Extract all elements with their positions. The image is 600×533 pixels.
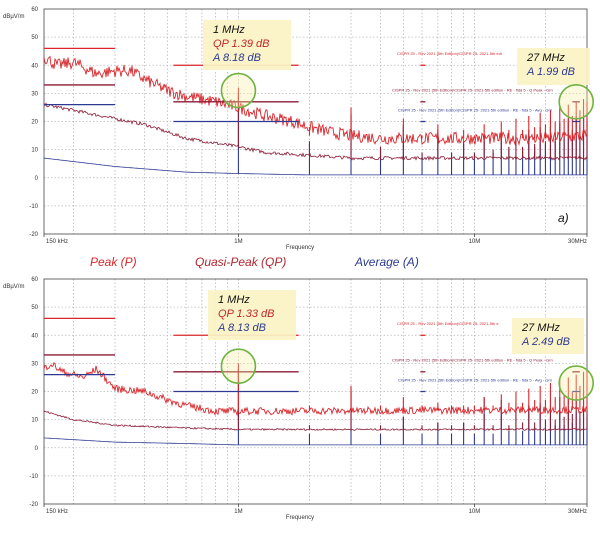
panel-label: a) xyxy=(558,211,569,225)
y-tick-label: 60 xyxy=(31,7,38,13)
x-tick-label: 30MHz xyxy=(568,239,587,245)
trace-quasi-peak xyxy=(43,410,588,432)
x-tick-label: 1M xyxy=(234,509,242,515)
chart-panel-2: 60 50 40 30 20 10 0 -10 -20 dBµV/m 150 kHz 1M 10M 30M… xyxy=(3,277,595,521)
y-tick-label: 10 xyxy=(31,418,38,424)
x-tick-label: 30MHz xyxy=(568,509,587,515)
x-tick-label: 1M xyxy=(234,239,242,245)
y-tick-label: 0 xyxy=(35,446,39,452)
annotation-1mhz: 1 MHz QP 1.39 dB A 8.18 dB xyxy=(203,20,291,70)
x-axis-label: Frequency xyxy=(286,515,314,521)
annotation-text: A 8.18 dB xyxy=(212,52,261,64)
y-tick-label: 60 xyxy=(31,277,38,283)
annotation-1mhz: 1 MHz QP 1.33 dB A 8.13 dB xyxy=(208,290,296,340)
annotation-box xyxy=(512,318,584,354)
x-tick-label: 150 kHz xyxy=(46,239,68,245)
limit-label: CISPR 25 - Rev 2021 (5th Edition)\CISPR … xyxy=(397,321,499,326)
annotation-text: 1 MHz xyxy=(218,294,250,306)
x-tick-label: 150 kHz xyxy=(46,509,68,515)
marker-circle xyxy=(220,72,257,109)
marker-circle xyxy=(558,365,595,401)
trace-peak xyxy=(43,55,588,146)
y-tick-label: 50 xyxy=(31,305,38,311)
marker-circle xyxy=(558,84,595,120)
y-tick-label: 20 xyxy=(31,120,38,126)
annotation-text: 1 MHz xyxy=(213,24,245,36)
y-axis-label: dBµV/m xyxy=(3,14,24,20)
annotation-text: QP 1.33 dB xyxy=(218,308,274,320)
y-tick-label: 10 xyxy=(31,148,38,154)
annotation-text: QP 1.39 dB xyxy=(213,38,269,50)
chart-panel-1: 60 50 40 30 20 10 0 -10 -20 dBµV/m 150 kHz 1M 10M 30M… xyxy=(3,7,595,251)
limit-label: CISPR 25 - Rev 2021 (5th Edition)\CISPR … xyxy=(397,51,502,56)
legend-average: Average (A) xyxy=(354,255,419,269)
annotation-box xyxy=(203,20,291,70)
annotation-box xyxy=(208,290,296,340)
legend-peak: Peak (P) xyxy=(90,255,137,269)
y-axis-label: dBµV/m xyxy=(3,284,24,290)
y-tick-label: 30 xyxy=(31,91,38,97)
y-tick-label: 50 xyxy=(31,35,38,41)
annotation-27mhz: 27 MHz A 1.99 dB xyxy=(517,48,590,85)
annotation-text: A 8.13 dB xyxy=(217,322,266,334)
trace-quasi-peak xyxy=(43,102,588,161)
y-tick-label: 40 xyxy=(31,333,38,339)
y-tick-label: 20 xyxy=(31,390,38,396)
annotation-box xyxy=(517,48,590,85)
annotation-text: 27 MHz xyxy=(521,322,560,334)
annotation-text: A 1.99 dB xyxy=(526,66,575,78)
trace-average xyxy=(43,157,587,176)
limit-label: CISPR 25 - Rev 2021 (5th Edition)\CISPR … xyxy=(398,107,552,112)
trace-peak xyxy=(43,361,588,417)
annotation-text: A 2.49 dB xyxy=(521,336,570,348)
marker-circle xyxy=(220,348,257,384)
y-tick-label: -10 xyxy=(29,204,38,210)
annotation-27mhz: 27 MHz A 2.49 dB xyxy=(512,318,584,354)
x-tick-label: 10M xyxy=(469,509,481,515)
annotation-text: 27 MHz xyxy=(526,52,565,64)
trace-average xyxy=(43,437,587,446)
legend: Peak (P) Quasi-Peak (QP) Average (A) xyxy=(90,255,419,269)
y-tick-label: 0 xyxy=(35,176,39,182)
y-tick-label: 30 xyxy=(31,361,38,367)
limit-label: CISPR 25 - Rev 2021 (5th Edition)\CISPR … xyxy=(392,88,553,93)
y-tick-label: 40 xyxy=(31,63,38,69)
y-tick-label: -20 xyxy=(29,232,38,238)
y-tick-label: -20 xyxy=(29,502,38,508)
y-tick-label: -10 xyxy=(29,474,38,480)
x-axis-label: Frequency xyxy=(286,245,314,251)
limit-label: CISPR 25 - Rev 2021 (5th Edition)\CISPR … xyxy=(392,358,553,363)
x-tick-label: 10M xyxy=(469,239,481,245)
legend-quasi-peak: Quasi-Peak (QP) xyxy=(195,255,286,269)
limit-label: CISPR 25 - Rev 2021 (5th Edition)\CISPR … xyxy=(398,377,552,382)
